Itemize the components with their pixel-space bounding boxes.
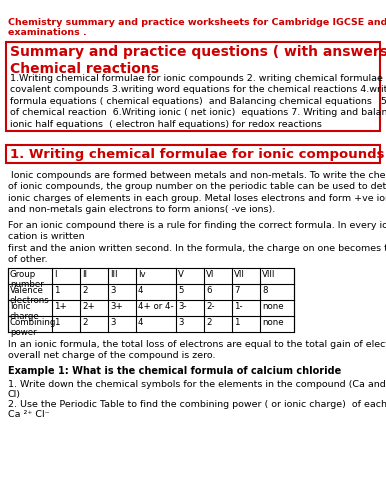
Text: 2. Use the Periodic Table to find the combining power ( or ionic charge)  of eac: 2. Use the Periodic Table to find the co… bbox=[8, 400, 386, 409]
Text: Example 1: What is the chemical formula of calcium chloride: Example 1: What is the chemical formula … bbox=[8, 366, 341, 376]
Text: 4: 4 bbox=[138, 286, 144, 295]
Text: VII: VII bbox=[234, 270, 245, 279]
Text: 2: 2 bbox=[206, 318, 212, 327]
Text: 1: 1 bbox=[234, 318, 239, 327]
Text: 1. Writing chemical formulae for ionic compounds: 1. Writing chemical formulae for ionic c… bbox=[10, 148, 384, 161]
Text: 3: 3 bbox=[110, 286, 115, 295]
Text: For an ionic compound there is a rule for finding the correct formula. In every : For an ionic compound there is a rule fo… bbox=[8, 221, 386, 264]
Text: V: V bbox=[178, 270, 184, 279]
Text: 3: 3 bbox=[110, 318, 115, 327]
Text: I: I bbox=[54, 270, 56, 279]
Text: 1: 1 bbox=[54, 318, 59, 327]
FancyBboxPatch shape bbox=[6, 145, 380, 163]
Text: 1. Write down the chemical symbols for the elements in the compound (Ca and: 1. Write down the chemical symbols for t… bbox=[8, 380, 386, 389]
Text: Iv: Iv bbox=[138, 270, 146, 279]
Text: Valence
electrons: Valence electrons bbox=[10, 286, 50, 306]
Text: VI: VI bbox=[206, 270, 214, 279]
Text: 6: 6 bbox=[206, 286, 212, 295]
Text: 2: 2 bbox=[82, 318, 88, 327]
Text: Group
number: Group number bbox=[10, 270, 44, 289]
FancyBboxPatch shape bbox=[6, 42, 380, 131]
Text: Chemistry summary and practice worksheets for Cambridge IGCSE and Cambridge O/L: Chemistry summary and practice worksheet… bbox=[8, 18, 386, 27]
Text: 2-: 2- bbox=[206, 302, 215, 311]
Text: 1: 1 bbox=[54, 286, 59, 295]
Text: 3-: 3- bbox=[178, 302, 186, 311]
Text: Summary and practice questions ( with answers) of all
Chemical reactions: Summary and practice questions ( with an… bbox=[10, 45, 386, 76]
Text: 4: 4 bbox=[138, 318, 144, 327]
Text: 1.Writing chemical formulae for ionic compounds 2. writing chemical formulae for: 1.Writing chemical formulae for ionic co… bbox=[10, 74, 386, 129]
Text: 2+: 2+ bbox=[82, 302, 95, 311]
Text: Cl): Cl) bbox=[8, 390, 21, 399]
Text: III: III bbox=[110, 270, 117, 279]
FancyBboxPatch shape bbox=[8, 268, 294, 332]
Text: 5: 5 bbox=[178, 286, 183, 295]
Text: 4+ or 4-: 4+ or 4- bbox=[138, 302, 174, 311]
Text: 2: 2 bbox=[82, 286, 88, 295]
Text: none: none bbox=[262, 318, 284, 327]
Text: 3+: 3+ bbox=[110, 302, 123, 311]
Text: 8: 8 bbox=[262, 286, 267, 295]
Text: Ionic compounds are formed between metals and non-metals. To write the chemical : Ionic compounds are formed between metal… bbox=[8, 171, 386, 214]
Text: Ionic
charge: Ionic charge bbox=[10, 302, 40, 322]
Text: examinations .: examinations . bbox=[8, 28, 87, 37]
Text: Ca ²⁺ Cl⁻: Ca ²⁺ Cl⁻ bbox=[8, 410, 50, 419]
Text: In an ionic formula, the total loss of electrons are equal to the total gain of : In an ionic formula, the total loss of e… bbox=[8, 340, 386, 360]
Text: 1-: 1- bbox=[234, 302, 243, 311]
Text: 1+: 1+ bbox=[54, 302, 67, 311]
Text: 3: 3 bbox=[178, 318, 183, 327]
Text: none: none bbox=[262, 302, 284, 311]
Text: Combining
power: Combining power bbox=[10, 318, 56, 338]
Text: II: II bbox=[82, 270, 87, 279]
Text: 7: 7 bbox=[234, 286, 239, 295]
Text: VIII: VIII bbox=[262, 270, 275, 279]
